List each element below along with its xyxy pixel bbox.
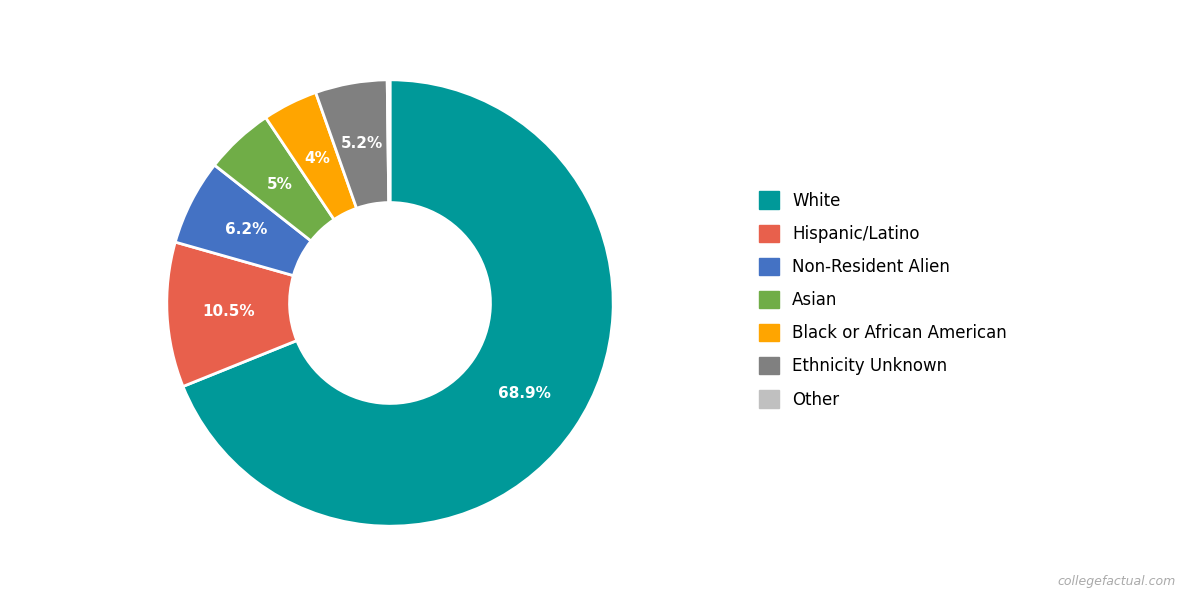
Wedge shape <box>388 80 390 203</box>
Text: 68.9%: 68.9% <box>498 386 551 401</box>
Wedge shape <box>175 165 311 275</box>
Text: 10.5%: 10.5% <box>202 304 254 319</box>
Text: 4%: 4% <box>305 151 330 166</box>
Text: 5.2%: 5.2% <box>341 136 383 151</box>
Legend: White, Hispanic/Latino, Non-Resident Alien, Asian, Black or African American, Et: White, Hispanic/Latino, Non-Resident Ali… <box>752 185 1014 415</box>
Wedge shape <box>316 80 389 208</box>
Text: collegefactual.com: collegefactual.com <box>1057 575 1176 588</box>
Wedge shape <box>215 118 334 241</box>
Wedge shape <box>265 92 356 220</box>
Text: 5%: 5% <box>268 177 293 192</box>
Text: 6.2%: 6.2% <box>224 222 268 237</box>
Wedge shape <box>167 242 296 386</box>
Wedge shape <box>182 80 613 526</box>
